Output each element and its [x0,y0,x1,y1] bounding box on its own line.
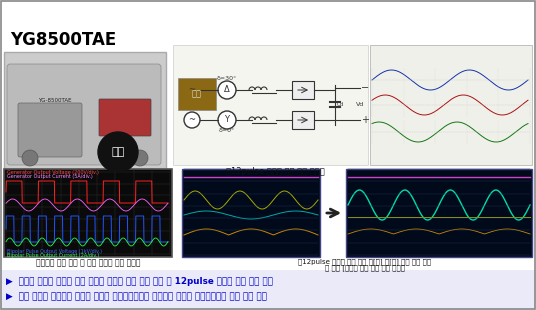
Text: Bipolar Pulse Output Voltage (1kV/div.): Bipolar Pulse Output Voltage (1kV/div.) [7,249,102,254]
Text: 〒12pulse 정류기 회로 동작 원리〉: 〒12pulse 정류기 회로 동작 원리〉 [226,167,324,176]
Bar [0,270,536,310]
Circle shape [184,112,200,128]
Circle shape [218,81,236,99]
Text: 및 비교 [아늘색 입력 전류 파형 비교〉: 및 비교 [아늘색 입력 전류 파형 비교〉 [325,264,405,271]
Text: +: + [361,115,369,125]
Text: Vd: Vd [356,101,364,107]
Text: 실물: 실물 [192,90,202,99]
Circle shape [22,150,38,166]
Circle shape [132,150,148,166]
Text: ~: ~ [189,116,196,125]
Circle shape [184,82,200,98]
Text: ▶  실험 결과를 바탕으로 아마하 발전기 기술엔지니어와 협의하여 발전기 제어방식변경 적용 성능 검증: ▶ 실험 결과를 바탕으로 아마하 발전기 기술엔지니어와 협의하여 발전기 제… [6,292,267,301]
Circle shape [98,132,138,172]
Text: ▶  정류기 부하의 역률에 따른 발전기 불안정 문제 원인 분석 및 12pulse 정류기 적용 성능 검증: ▶ 정류기 부하의 역률에 따른 발전기 불안정 문제 원인 분석 및 12pu… [6,277,273,286]
Text: Bipolar Pulse Output Current (2A/div.): Bipolar Pulse Output Current (2A/div.) [7,253,99,258]
Text: δ=30°: δ=30° [217,77,237,82]
FancyBboxPatch shape [178,78,216,110]
Text: Cd: Cd [337,103,344,108]
FancyArrowPatch shape [327,209,338,217]
Bar [292,111,314,129]
Text: ~: ~ [189,86,196,95]
Text: 〒12pulse 정류기 회로 적용 전[좌] 후[우] 입력 전류 측정: 〒12pulse 정류기 회로 적용 전[좌] 후[우] 입력 전류 측정 [299,258,431,265]
FancyBboxPatch shape [370,45,532,165]
Bar [292,81,314,99]
Text: YG-8500TAE: YG-8500TAE [38,98,72,103]
Circle shape [218,111,236,129]
Text: 삼상: 삼상 [111,147,125,157]
FancyBboxPatch shape [99,99,151,136]
Text: YG8500TAE: YG8500TAE [10,31,116,49]
Text: Generator Output Voltage (200V/div.): Generator Output Voltage (200V/div.) [7,170,99,175]
FancyBboxPatch shape [4,169,172,257]
Text: Y: Y [225,116,229,125]
FancyBboxPatch shape [346,169,532,257]
Text: δ=0°: δ=0° [219,129,235,134]
FancyBboxPatch shape [4,52,166,170]
Text: Generator Output Current (5A/div.): Generator Output Current (5A/div.) [7,174,93,179]
FancyBboxPatch shape [18,103,82,157]
FancyBboxPatch shape [7,64,161,165]
FancyBboxPatch shape [182,169,320,257]
Text: −: − [361,83,369,93]
Text: Δ: Δ [224,86,230,95]
Text: 〈발전기 출력 전압 및 전류 불안정 동작 파형〉: 〈발전기 출력 전압 및 전류 불안정 동작 파형〉 [36,258,140,267]
FancyBboxPatch shape [173,45,368,165]
